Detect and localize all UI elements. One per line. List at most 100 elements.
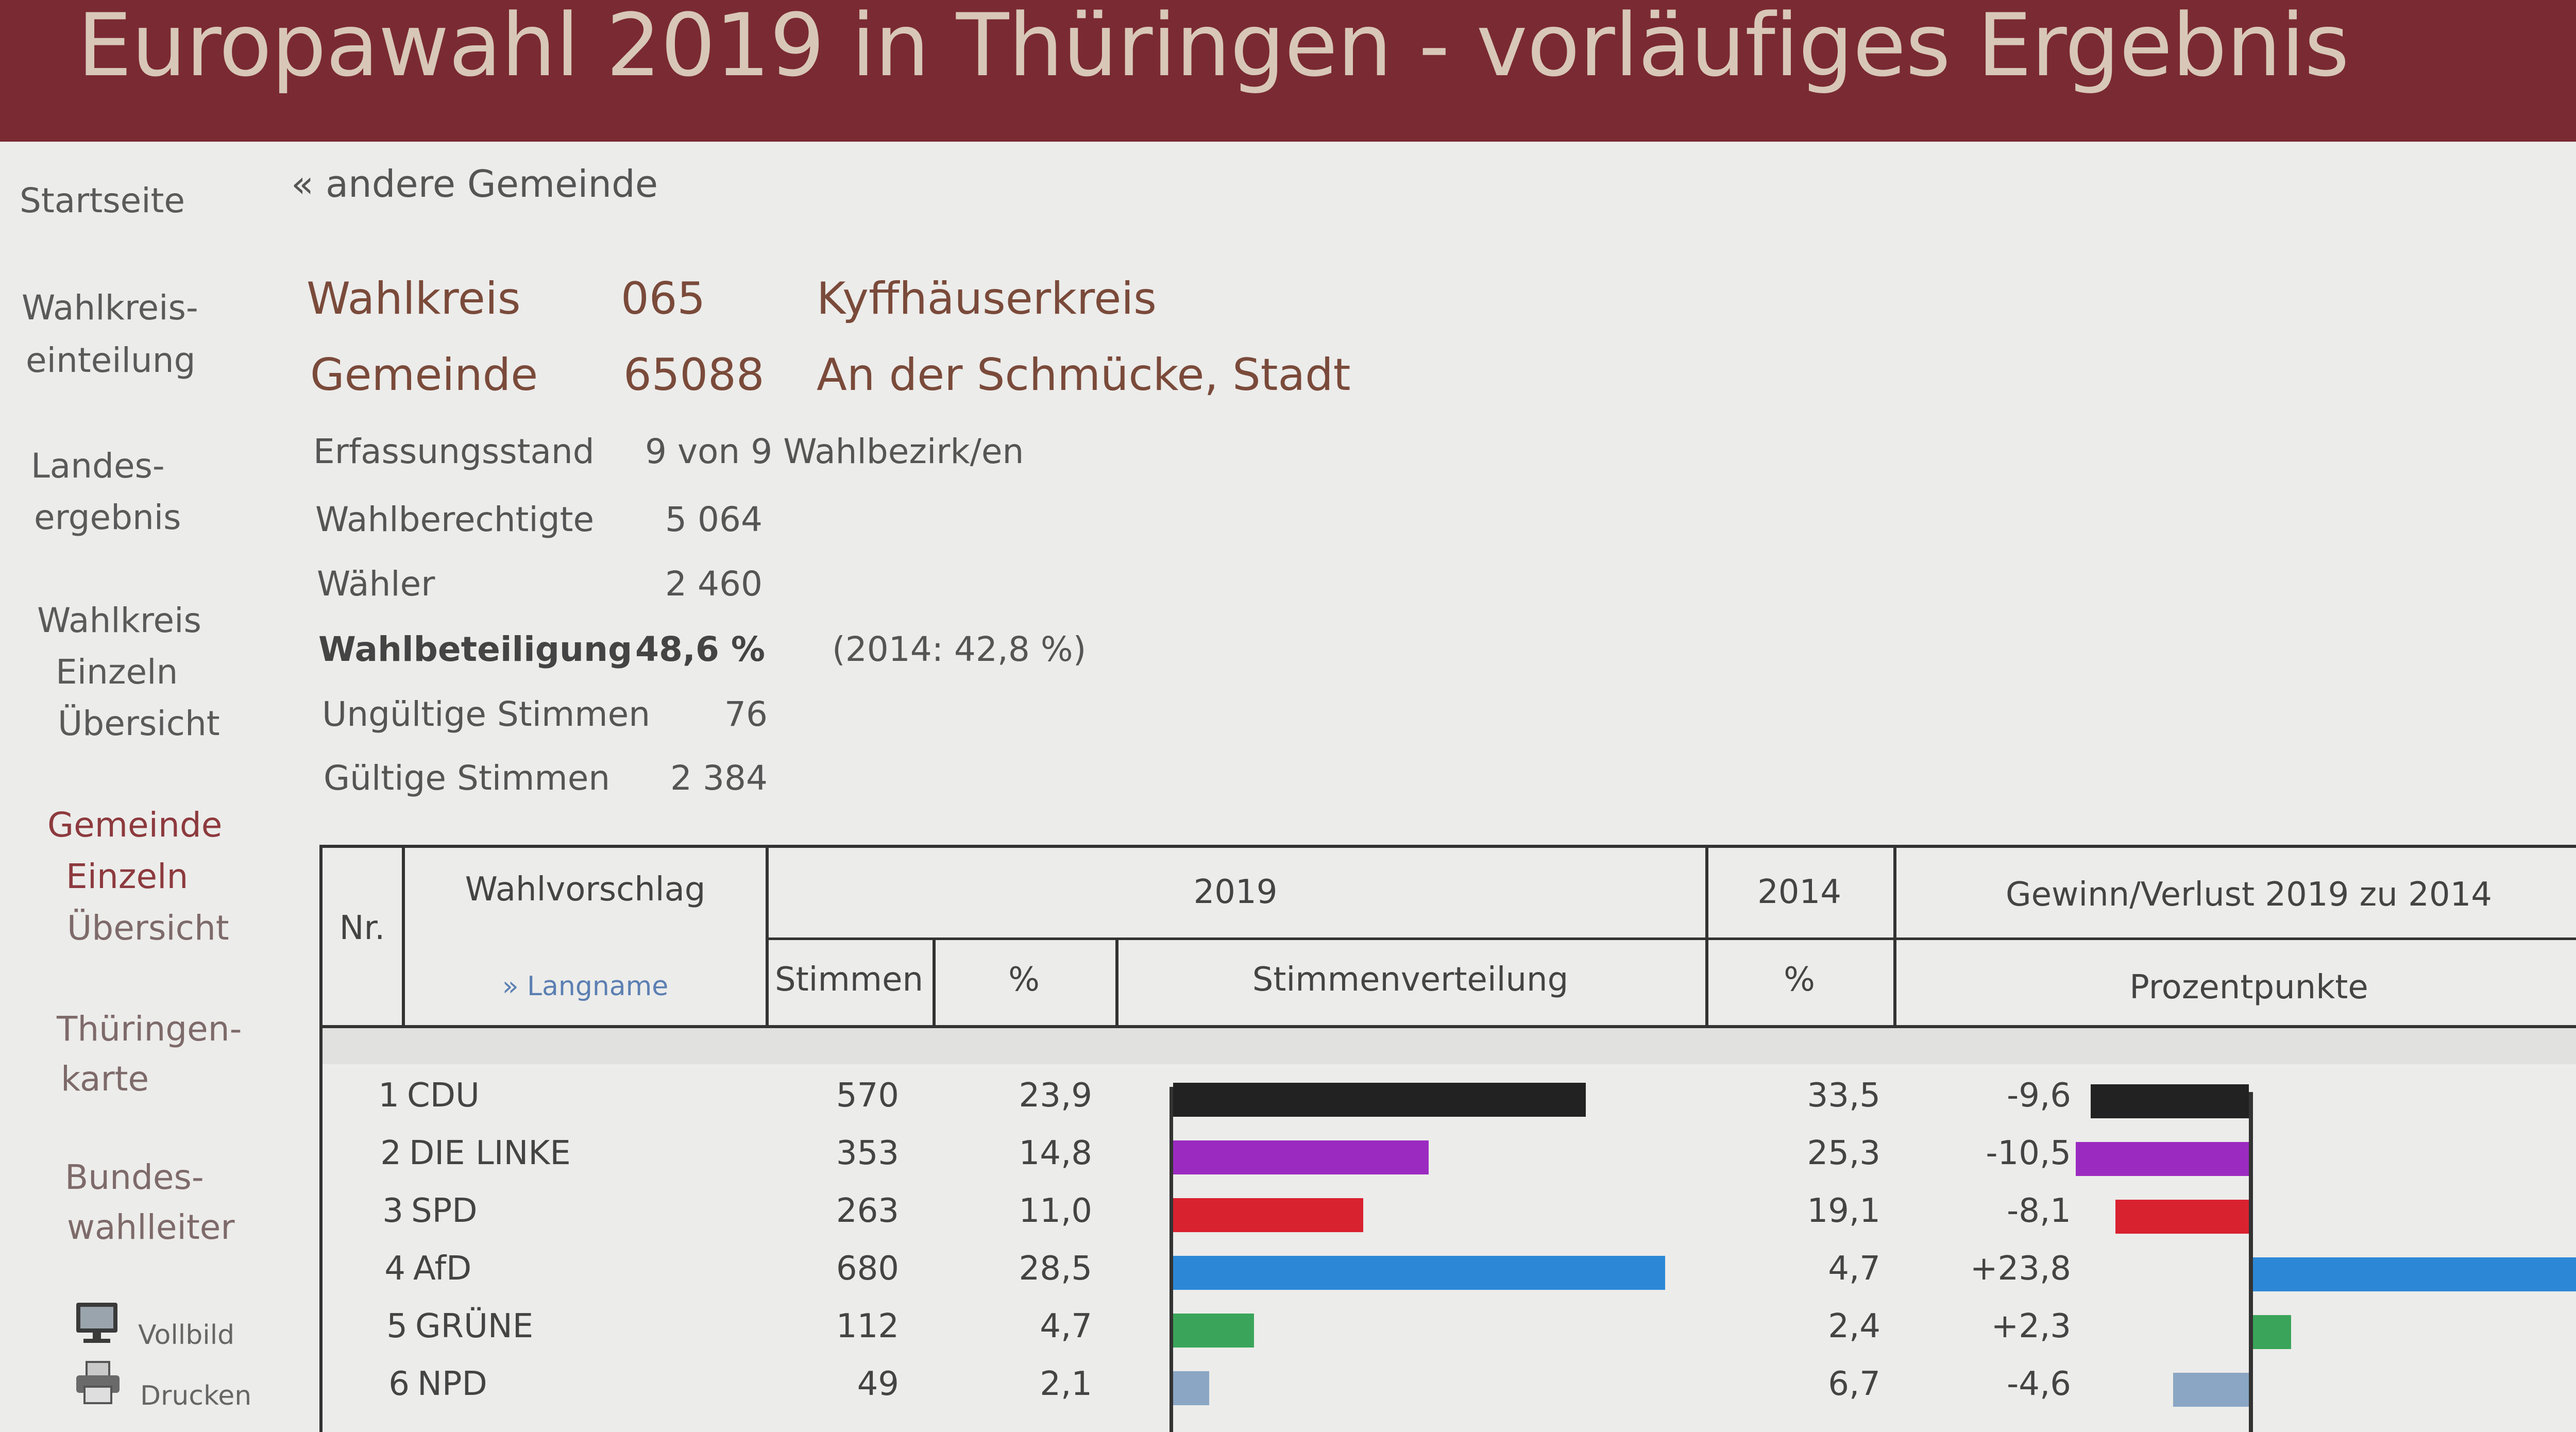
erfassungsstand-label: Erfassungsstand — [313, 432, 595, 471]
sidebar-item-thueringenkarte-line2[interactable]: karte — [61, 1059, 149, 1099]
header-2014: 2014 — [1757, 873, 1841, 911]
andere-gemeinde-link[interactable]: « andere Gemeinde — [291, 162, 658, 206]
row-party: SPD — [411, 1192, 478, 1230]
row-diff: -9,6 — [2007, 1077, 2071, 1115]
vollbild-link[interactable]: Vollbild — [138, 1320, 235, 1351]
langname-link[interactable]: » Langname — [502, 971, 669, 1002]
wahlbeteiligung-value: 48,6 % — [635, 629, 765, 669]
table-left-border — [319, 845, 323, 1432]
row-prozent-2014: 19,1 — [1807, 1192, 1881, 1230]
vote-share-bar — [1173, 1256, 1665, 1290]
sidebar-item-startseite[interactable]: Startseite — [20, 181, 185, 220]
row-diff: -4,6 — [2007, 1365, 2071, 1403]
verteilung-axis — [1170, 1087, 1173, 1432]
gueltige-stimmen-label: Gültige Stimmen — [324, 758, 611, 798]
waehler-value: 2 460 — [665, 564, 762, 604]
wahlkreis-name: Kyffhäuserkreis — [817, 273, 1157, 325]
wahlbeteiligung-label: Wahlbeteiligung — [318, 629, 633, 669]
table-col-divider — [1115, 937, 1118, 1025]
row-prozent: 4,7 — [1040, 1307, 1092, 1345]
sidebar-item-wahlkreis-einzeln[interactable]: Einzeln — [56, 652, 178, 692]
table-header-bottom-border — [319, 1025, 2576, 1028]
row-nr: 6 — [388, 1365, 410, 1403]
wahlberechtigte-label: Wahlberechtigte — [315, 500, 595, 539]
row-diff: +2,3 — [1991, 1307, 2071, 1345]
erfassungsstand-value: 9 von 9 Wahlbezirk/en — [645, 432, 1024, 471]
sidebar-item-gemeinde: Gemeinde — [47, 805, 223, 845]
sidebar-item-wahlkreis-einteilung-line2[interactable]: einteilung — [26, 340, 196, 380]
diff-axis — [2249, 1092, 2253, 1432]
wahlberechtigte-value: 5 064 — [665, 500, 762, 539]
row-prozent: 2,1 — [1040, 1365, 1092, 1403]
sidebar-item-landesergebnis[interactable]: Landes- — [31, 446, 165, 486]
sidebar-item-bundeswahlleiter-line2[interactable]: wahlleiter — [67, 1207, 235, 1247]
ungueltige-stimmen-value: 76 — [724, 694, 768, 734]
table-col-divider — [402, 845, 405, 1025]
row-nr: 1 — [378, 1077, 399, 1115]
row-prozent-2014: 33,5 — [1807, 1077, 1881, 1115]
gain-loss-bar — [2253, 1315, 2291, 1349]
header-wahlvorschlag: Wahlvorschlag — [465, 871, 706, 909]
sidebar-item-landesergebnis-line2[interactable]: ergebnis — [34, 498, 181, 537]
row-prozent-2014: 4,7 — [1828, 1250, 1880, 1288]
header-prozent-2019: % — [1008, 961, 1040, 999]
table-col-divider — [1893, 845, 1896, 1025]
vote-share-bar — [1173, 1083, 1586, 1117]
table-top-border — [319, 845, 2576, 848]
gemeinde-number: 65088 — [623, 349, 765, 401]
row-prozent: 11,0 — [1019, 1192, 1093, 1230]
monitor-icon[interactable] — [72, 1301, 124, 1347]
row-party: NPD — [417, 1365, 487, 1403]
gemeinde-name: An der Schmücke, Stadt — [817, 349, 1351, 401]
table-subheader-border — [766, 937, 2576, 940]
row-stimmen: 570 — [836, 1077, 899, 1115]
row-party: GRÜNE — [415, 1307, 534, 1345]
row-prozent-2014: 2,4 — [1828, 1307, 1880, 1345]
table-col-divider — [766, 845, 769, 1025]
sidebar-item-wahlkreis-uebersicht[interactable]: Übersicht — [58, 704, 220, 743]
header-stimmenverteilung: Stimmenverteilung — [1252, 961, 1569, 999]
waehler-label: Wähler — [317, 564, 435, 604]
sidebar-item-wahlkreis-einteilung[interactable]: Wahlkreis- — [22, 288, 198, 328]
gain-loss-bar — [2253, 1257, 2576, 1291]
wahlkreis-label: Wahlkreis — [307, 273, 521, 325]
row-prozent: 23,9 — [1019, 1077, 1093, 1115]
row-party: AfD — [413, 1250, 472, 1288]
header-prozent-2014: % — [1784, 961, 1815, 999]
gemeinde-label: Gemeinde — [310, 349, 538, 401]
sidebar-item-gemeinde-einzeln[interactable]: Einzeln — [66, 857, 189, 896]
sidebar-item-bundeswahlleiter[interactable]: Bundes- — [65, 1157, 204, 1197]
sidebar-item-wahlkreis: Wahlkreis — [37, 601, 201, 640]
printer-icon[interactable] — [72, 1360, 124, 1406]
row-stimmen: 112 — [836, 1307, 899, 1345]
page-header: Europawahl 2019 in Thüringen - vorläufig… — [0, 0, 2576, 142]
row-diff: -10,5 — [1986, 1134, 2071, 1172]
vote-share-bar — [1173, 1314, 1255, 1348]
row-nr: 4 — [384, 1250, 405, 1288]
drucken-link[interactable]: Drucken — [140, 1380, 252, 1411]
results-table: Nr. Wahlvorschlag » Langname 2019 2014 G… — [319, 845, 2576, 1432]
ungueltige-stimmen-label: Ungültige Stimmen — [322, 694, 651, 734]
gueltige-stimmen-value: 2 384 — [670, 758, 768, 798]
row-diff: +23,8 — [1970, 1250, 2071, 1288]
row-prozent: 14,8 — [1019, 1134, 1093, 1172]
header-prozentpunkte: Prozentpunkte — [2129, 968, 2368, 1007]
gain-loss-bar — [2076, 1142, 2249, 1176]
row-nr: 2 — [380, 1134, 401, 1172]
sidebar-item-thueringenkarte[interactable]: Thüringen- — [57, 1009, 242, 1049]
header-stimmen: Stimmen — [774, 961, 924, 999]
row-stimmen: 680 — [836, 1250, 899, 1288]
table-shade — [323, 1028, 2576, 1064]
sidebar-item-gemeinde-uebersicht[interactable]: Übersicht — [67, 908, 229, 948]
row-prozent-2014: 6,7 — [1828, 1365, 1880, 1403]
row-party: CDU — [407, 1077, 480, 1115]
gain-loss-bar — [2115, 1200, 2249, 1234]
row-stimmen: 353 — [836, 1134, 899, 1172]
gain-loss-bar — [2090, 1084, 2249, 1118]
header-2019: 2019 — [1193, 873, 1278, 911]
vote-share-bar — [1173, 1140, 1429, 1174]
row-stimmen: 49 — [857, 1365, 899, 1403]
vote-share-bar — [1173, 1371, 1210, 1405]
gain-loss-bar — [2173, 1373, 2249, 1407]
row-nr: 3 — [382, 1192, 403, 1230]
